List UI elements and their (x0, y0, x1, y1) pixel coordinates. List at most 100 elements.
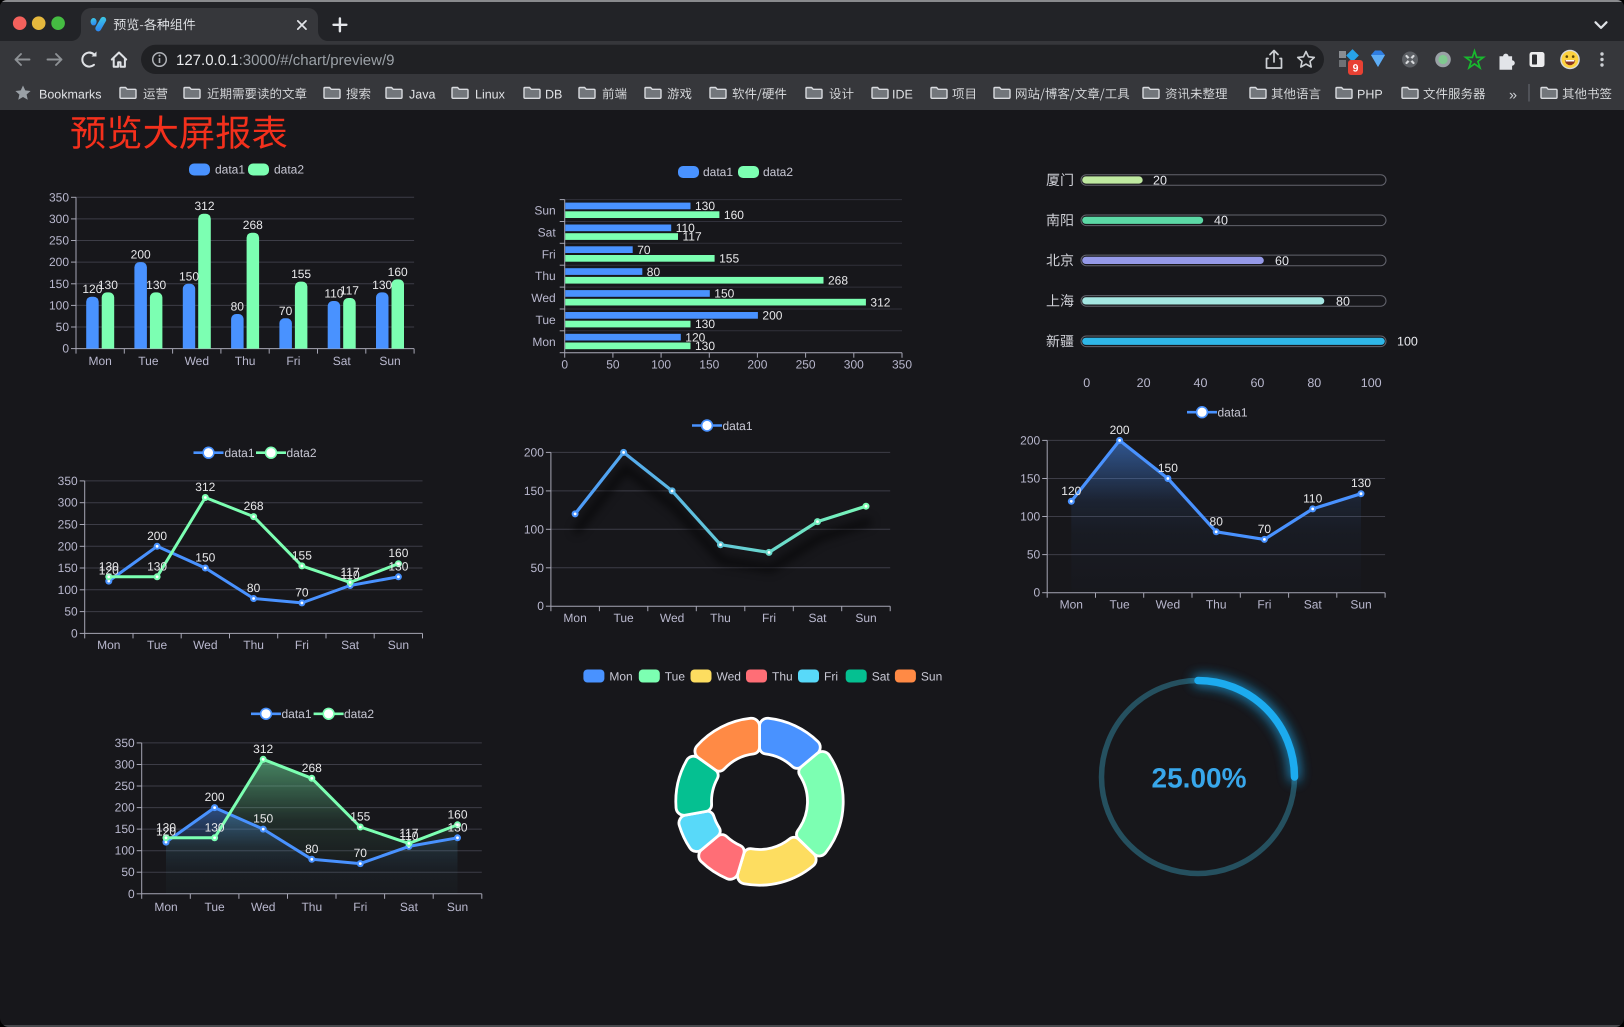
svg-text:120: 120 (156, 825, 176, 839)
svg-text:0: 0 (537, 599, 544, 613)
svg-text:300: 300 (58, 496, 78, 510)
svg-text:50: 50 (64, 605, 78, 619)
svg-text:130: 130 (695, 317, 715, 331)
svg-text:80: 80 (305, 842, 319, 856)
svg-text:117: 117 (341, 565, 360, 579)
svg-text:127.0.0.1:3000/#/chart/preview: 127.0.0.1:3000/#/chart/preview/9 (176, 52, 395, 69)
svg-text:20: 20 (1153, 173, 1167, 187)
svg-text:0: 0 (128, 887, 135, 901)
svg-text:Wed: Wed (185, 354, 209, 368)
svg-text:100: 100 (49, 298, 69, 312)
svg-text:50: 50 (531, 561, 545, 575)
svg-text:312: 312 (253, 742, 273, 756)
svg-text:130: 130 (205, 820, 225, 834)
svg-text:200: 200 (762, 309, 782, 323)
svg-text:Sat: Sat (1304, 598, 1323, 612)
svg-text:250: 250 (49, 234, 69, 248)
svg-text:117: 117 (683, 230, 702, 244)
svg-text:200: 200 (524, 445, 544, 459)
svg-text:Tue: Tue (1109, 598, 1130, 612)
svg-text:Fri: Fri (286, 354, 300, 368)
svg-text:Mon: Mon (532, 335, 555, 349)
svg-text:Sat: Sat (872, 669, 891, 683)
svg-text:80: 80 (1336, 294, 1350, 308)
svg-text:0: 0 (1083, 376, 1090, 390)
svg-text:350: 350 (892, 358, 912, 372)
svg-text:100: 100 (1020, 510, 1040, 524)
svg-text:Mon: Mon (609, 669, 632, 683)
svg-text:200: 200 (131, 248, 151, 262)
svg-text:120: 120 (1061, 484, 1081, 498)
svg-text:Sat: Sat (333, 354, 352, 368)
svg-text:Thu: Thu (535, 269, 556, 283)
svg-text:350: 350 (115, 736, 135, 750)
svg-text:data2: data2 (344, 707, 374, 721)
svg-text:data1: data1 (703, 165, 733, 179)
svg-text:Fri: Fri (824, 669, 838, 683)
svg-text:268: 268 (243, 218, 263, 232)
svg-text:160: 160 (388, 265, 408, 279)
svg-text:200: 200 (115, 801, 135, 815)
svg-text:130: 130 (372, 278, 392, 292)
svg-text:155: 155 (292, 548, 312, 562)
svg-text:Wed: Wed (1156, 598, 1180, 612)
svg-text:150: 150 (195, 551, 215, 565)
svg-text:IDE: IDE (892, 87, 913, 101)
svg-text:data2: data2 (287, 446, 317, 460)
svg-text:110: 110 (676, 221, 695, 235)
svg-text:70: 70 (354, 846, 368, 860)
svg-text:60: 60 (1275, 254, 1289, 268)
svg-text:130: 130 (1351, 476, 1371, 490)
svg-text:100: 100 (1397, 335, 1418, 349)
svg-text:268: 268 (244, 499, 264, 513)
svg-text:Tue: Tue (138, 354, 159, 368)
svg-text:130: 130 (388, 559, 408, 573)
svg-text:130: 130 (447, 820, 467, 834)
svg-text:150: 150 (714, 287, 734, 301)
svg-text:Wed: Wed (660, 611, 684, 625)
svg-text:100: 100 (1361, 376, 1382, 390)
svg-text:155: 155 (350, 810, 370, 824)
svg-text:0: 0 (62, 342, 69, 356)
svg-text:300: 300 (115, 758, 135, 772)
svg-text:130: 130 (695, 339, 715, 353)
svg-text:data1: data1 (723, 419, 753, 433)
svg-text:160: 160 (388, 546, 408, 560)
svg-text:60: 60 (1250, 376, 1264, 390)
svg-text:150: 150 (699, 358, 719, 372)
svg-text:350: 350 (58, 474, 78, 488)
svg-text:80: 80 (247, 581, 261, 595)
svg-text:120: 120 (99, 564, 119, 578)
svg-text:110: 110 (324, 287, 343, 301)
svg-text:Tue: Tue (535, 313, 556, 327)
svg-text:200: 200 (58, 539, 78, 553)
svg-text:120: 120 (685, 330, 705, 344)
svg-text:Thu: Thu (1206, 598, 1227, 612)
svg-text:130: 130 (695, 199, 715, 213)
svg-text:268: 268 (302, 761, 322, 775)
svg-text:50: 50 (1027, 548, 1041, 562)
svg-text:Sun: Sun (379, 354, 400, 368)
svg-text:Thu: Thu (710, 611, 731, 625)
svg-text:250: 250 (115, 779, 135, 793)
svg-text:Sun: Sun (855, 611, 876, 625)
svg-text:150: 150 (115, 822, 135, 836)
svg-text:100: 100 (524, 522, 544, 536)
svg-text:160: 160 (447, 807, 467, 821)
svg-text:Mon: Mon (97, 638, 120, 652)
svg-text:80: 80 (1210, 514, 1224, 528)
svg-text:Sun: Sun (388, 638, 409, 652)
svg-text:Mon: Mon (563, 611, 586, 625)
svg-text:110: 110 (399, 829, 418, 843)
svg-text:»: » (1509, 88, 1517, 104)
svg-text:130: 130 (99, 559, 119, 573)
svg-text:Mon: Mon (89, 354, 112, 368)
svg-text:312: 312 (194, 199, 214, 213)
svg-text:PHP: PHP (1357, 87, 1383, 101)
svg-text:20: 20 (1137, 376, 1151, 390)
svg-text:9: 9 (1353, 63, 1359, 75)
svg-text:110: 110 (1303, 491, 1322, 505)
svg-text:Tue: Tue (613, 611, 634, 625)
svg-text:Java: Java (409, 87, 435, 101)
svg-text:Sun: Sun (447, 900, 468, 914)
